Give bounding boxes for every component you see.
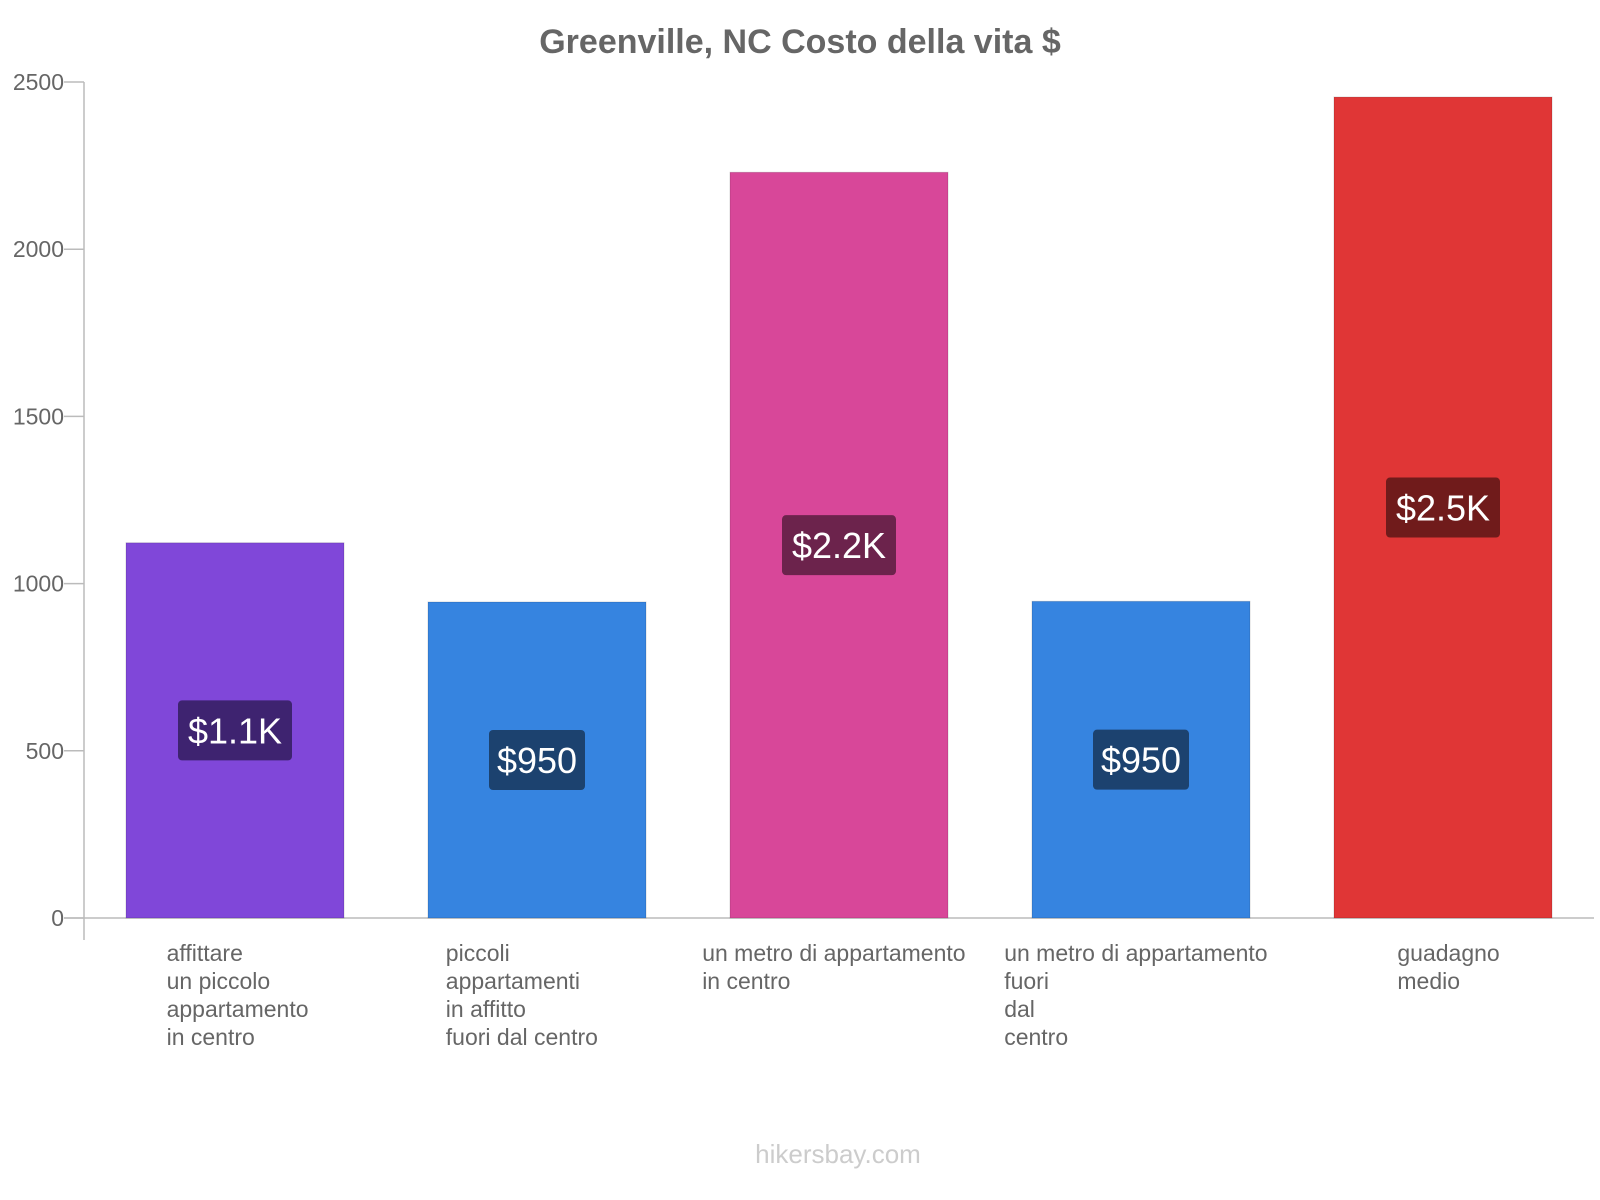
y-tick-label: 0 bbox=[51, 905, 64, 931]
category-label: affittare bbox=[167, 940, 243, 966]
y-tick-label: 2500 bbox=[13, 69, 64, 95]
y-tick-label: 2000 bbox=[13, 236, 64, 262]
value-label: $2.5K bbox=[1396, 488, 1490, 529]
category-label: in affitto bbox=[446, 996, 526, 1022]
y-tick-label: 1500 bbox=[13, 403, 64, 429]
value-label: $2.2K bbox=[792, 525, 886, 566]
bar bbox=[1031, 600, 1251, 919]
category-label: guadagno bbox=[1397, 940, 1499, 966]
value-label-box bbox=[178, 700, 292, 761]
category-label: dal bbox=[1004, 996, 1035, 1022]
category-label: fuori dal centro bbox=[446, 1024, 598, 1050]
chart-title: Greenville, NC Costo della vita $ bbox=[539, 23, 1061, 61]
value-label-box bbox=[1386, 477, 1500, 538]
value-label-box bbox=[782, 515, 896, 576]
value-label: $950 bbox=[497, 740, 577, 781]
source-watermark: hikersbay.com bbox=[755, 1139, 921, 1169]
value-label-box bbox=[489, 729, 585, 790]
category-label: medio bbox=[1397, 968, 1460, 994]
category-label: centro bbox=[1004, 1024, 1068, 1050]
category-label: piccoli bbox=[446, 940, 510, 966]
value-label: $950 bbox=[1101, 740, 1181, 781]
category-label: un metro di appartamento bbox=[702, 940, 965, 966]
category-label: in centro bbox=[702, 968, 790, 994]
bars-group: $1.1K $950 $2.2K $950 $2.5K bbox=[125, 96, 1553, 919]
category-label: in centro bbox=[167, 1024, 255, 1050]
category-label: appartamenti bbox=[446, 968, 580, 994]
category-label: un metro di appartamento bbox=[1004, 940, 1267, 966]
category-label: appartamento bbox=[167, 996, 309, 1022]
category-label: un piccolo bbox=[167, 968, 271, 994]
value-label-box bbox=[1093, 729, 1189, 790]
y-tick-label: 1000 bbox=[13, 571, 64, 597]
y-tick-label: 500 bbox=[26, 738, 64, 764]
value-label: $1.1K bbox=[188, 710, 282, 751]
category-label: fuori bbox=[1004, 968, 1049, 994]
